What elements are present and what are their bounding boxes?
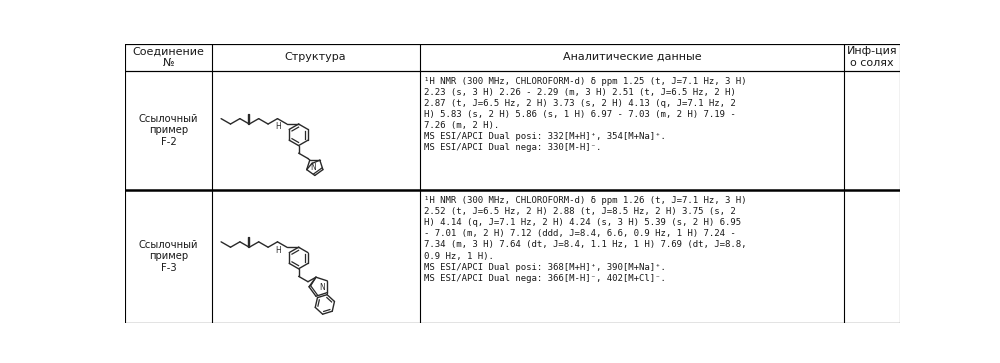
Text: H: H <box>275 122 281 131</box>
Text: Инф-ция
о солях: Инф-ция о солях <box>847 46 897 68</box>
Text: ¹H NMR (300 MHz, CHLOROFORM-d) δ ppm 1.26 (t, J=7.1 Hz, 3 H)
2.52 (t, J=6.5 Hz, : ¹H NMR (300 MHz, CHLOROFORM-d) δ ppm 1.2… <box>424 196 747 283</box>
Text: H: H <box>275 246 281 255</box>
Text: Ссылочный
пример
F-3: Ссылочный пример F-3 <box>139 240 198 273</box>
Text: Ссылочный
пример
F-2: Ссылочный пример F-2 <box>139 114 198 147</box>
Text: ¹H NMR (300 MHz, CHLOROFORM-d) δ ppm 1.25 (t, J=7.1 Hz, 3 H)
2.23 (s, 3 H) 2.26 : ¹H NMR (300 MHz, CHLOROFORM-d) δ ppm 1.2… <box>424 77 747 152</box>
Text: N: N <box>311 163 316 172</box>
Text: N: N <box>319 283 325 292</box>
Text: Соединение
№: Соединение № <box>132 46 204 68</box>
Text: Структура: Структура <box>285 52 346 62</box>
Text: Аналитические данные: Аналитические данные <box>563 52 701 62</box>
